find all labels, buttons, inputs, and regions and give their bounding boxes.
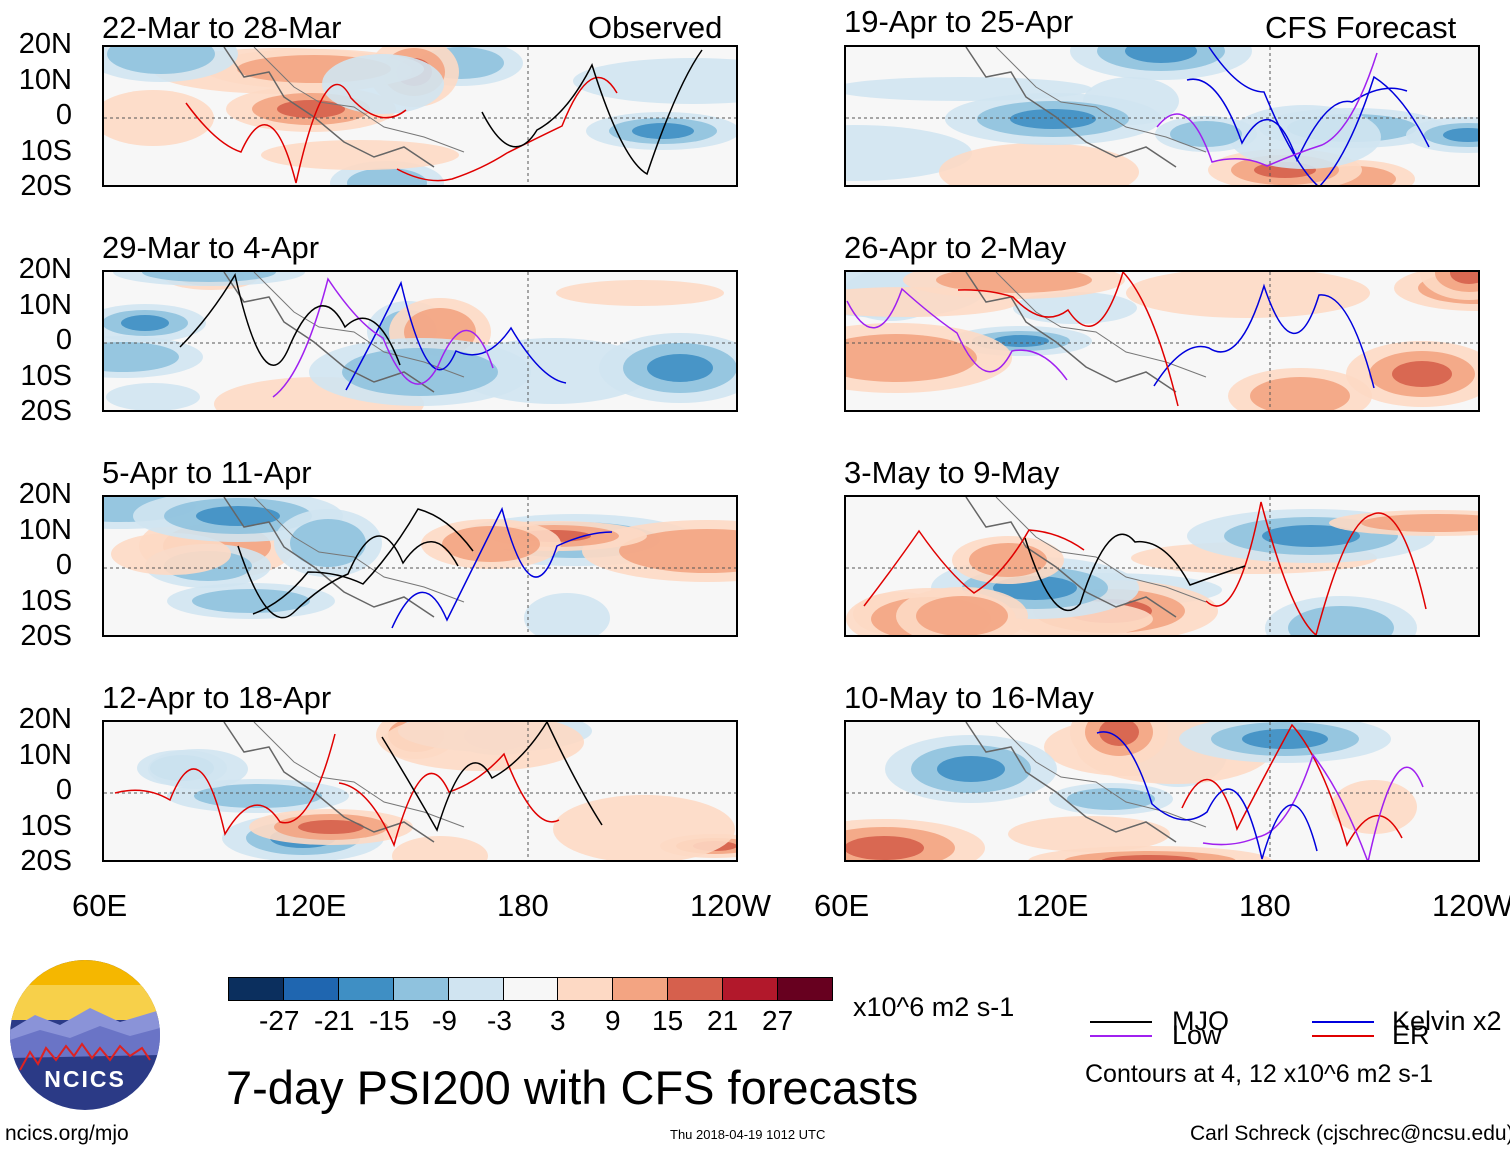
- footer-url: ncics.org/mjo: [5, 1122, 129, 1145]
- colorbar-tick: 9: [605, 1005, 621, 1036]
- lat-label: 0: [55, 99, 72, 131]
- colorbar-swatch: [338, 978, 394, 1000]
- legend-kelvin-label: Kelvin x2: [1392, 1006, 1502, 1036]
- panel-title: 12-Apr to 18-Apr: [102, 680, 332, 715]
- lon-label: 120W: [1432, 888, 1510, 923]
- lat-label: 10N: [18, 513, 72, 546]
- anomaly-field: [104, 272, 736, 410]
- lat-label: 10N: [18, 288, 72, 321]
- lat-label: 20S: [20, 395, 72, 427]
- lat-label: 10S: [20, 359, 72, 392]
- footer-timestamp: Thu 2018-04-19 1012 UTC: [670, 1127, 826, 1142]
- footer-credit: Carl Schreck (cjschrec@ncsu.edu): [1190, 1122, 1510, 1145]
- legend-mjo-label: MJO: [1172, 1006, 1229, 1036]
- lat-label: 20S: [20, 845, 72, 877]
- colorbar-swatch: [283, 978, 339, 1000]
- lon-label: 180: [497, 888, 549, 923]
- panel-title: 22-Mar to 28-Mar: [102, 10, 342, 45]
- figure-title: 7-day PSI200 with CFS forecasts: [226, 1061, 919, 1114]
- anomaly-field: [846, 47, 1478, 185]
- observed-map-2: [102, 270, 738, 412]
- legend-kelvin-line: [1312, 1021, 1374, 1023]
- panel-title: 19-Apr to 25-Apr: [844, 4, 1074, 39]
- panel-title: 29-Mar to 4-Apr: [102, 230, 320, 265]
- anomaly-field: [846, 497, 1478, 635]
- legend-er-label: ER: [1392, 1020, 1430, 1050]
- colorbar-tick: 3: [550, 1005, 566, 1036]
- lat-label: 10N: [18, 738, 72, 771]
- lat-label: 0: [55, 324, 72, 356]
- logo-text: NCICS: [44, 1066, 126, 1092]
- lat-label: 10S: [20, 134, 72, 167]
- lat-label: 20S: [20, 620, 72, 652]
- colorbar-tick: -3: [487, 1005, 512, 1036]
- anomaly-field: [846, 722, 1478, 860]
- lat-label: 10S: [20, 584, 72, 617]
- forecast-map-3: [844, 495, 1480, 637]
- lat-label: 0: [55, 774, 72, 806]
- colorbar: [228, 977, 833, 1001]
- lat-label: 10S: [20, 809, 72, 842]
- colorbar-swatch: [778, 978, 832, 1000]
- colorbar-tick: 21: [707, 1005, 739, 1036]
- lat-label: 20N: [18, 253, 72, 285]
- anomaly-field: [104, 47, 736, 185]
- lon-label: 180: [1239, 888, 1291, 923]
- anomaly-field: [846, 272, 1478, 410]
- colorbar-tick: -9: [432, 1005, 457, 1036]
- lat-label: 20N: [18, 478, 72, 510]
- panel-title: 26-Apr to 2-May: [844, 230, 1067, 265]
- anomaly-field: [104, 497, 736, 635]
- lat-label: 0: [55, 549, 72, 581]
- colorbar-swatch: [448, 978, 504, 1000]
- panel-title: 10-May to 16-May: [844, 680, 1094, 715]
- colorbar-swatch: [723, 978, 779, 1000]
- colorbar-tick: 15: [652, 1005, 684, 1036]
- observed-map-4: [102, 720, 738, 862]
- forecast-map-1: [844, 45, 1480, 187]
- colorbar-swatch: [558, 978, 614, 1000]
- colorbar-swatch: [613, 978, 669, 1000]
- legend-mjo-line: [1090, 1021, 1152, 1023]
- anomaly-field: [104, 722, 736, 860]
- panel-tag: Observed: [588, 10, 723, 45]
- panel-title: 5-Apr to 11-Apr: [102, 455, 312, 490]
- colorbar-tick: -15: [369, 1005, 410, 1036]
- lat-label: 10N: [18, 63, 72, 96]
- colorbar-tick: 27: [762, 1005, 794, 1036]
- lat-label: 20N: [18, 703, 72, 735]
- colorbar-tick: -27: [259, 1005, 300, 1036]
- observed-map-1: [102, 45, 738, 187]
- colorbar-swatch: [503, 978, 559, 1000]
- observed-map-3: [102, 495, 738, 637]
- legend-low-line: [1090, 1035, 1152, 1037]
- colorbar-tick: -21: [314, 1005, 355, 1036]
- lat-label: 20S: [20, 170, 72, 202]
- panel-tag: CFS Forecast: [1265, 10, 1457, 45]
- lon-label: 120E: [1016, 888, 1089, 923]
- lon-label: 120W: [690, 888, 771, 923]
- lon-label: 120E: [274, 888, 347, 923]
- colorbar-swatch: [668, 978, 724, 1000]
- panel-title: 3-May to 9-May: [844, 455, 1060, 490]
- lon-label: 60E: [814, 888, 870, 923]
- legend-low-label: Low: [1172, 1020, 1222, 1050]
- lat-label: 20N: [18, 28, 72, 60]
- forecast-map-2: [844, 270, 1480, 412]
- colorbar-units: x10^6 m2 s-1: [853, 992, 1015, 1022]
- legend-note: Contours at 4, 12 x10^6 m2 s-1: [1085, 1060, 1434, 1088]
- colorbar-swatch: [229, 978, 284, 1000]
- lon-label: 60E: [72, 888, 128, 923]
- ncics-logo: NCICS: [10, 960, 160, 1110]
- colorbar-swatch: [393, 978, 449, 1000]
- legend-er-line: [1312, 1035, 1374, 1037]
- forecast-map-4: [844, 720, 1480, 862]
